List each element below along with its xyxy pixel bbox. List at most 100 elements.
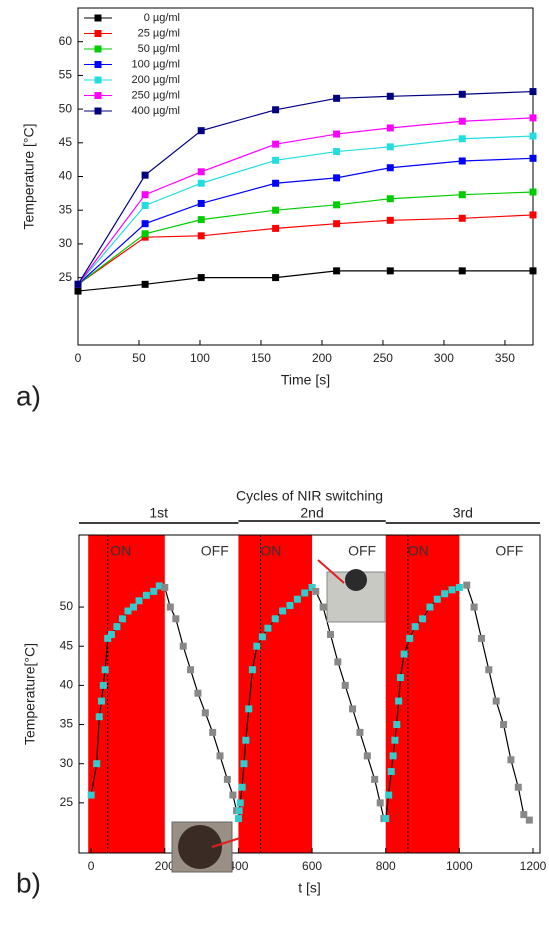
data-point xyxy=(74,287,82,295)
phase-label: OFF xyxy=(348,543,376,559)
data-point xyxy=(272,206,280,214)
data-point xyxy=(520,811,528,819)
y-tick-label: 40 xyxy=(59,169,73,183)
on-phase xyxy=(385,535,460,853)
data-point xyxy=(333,220,341,228)
data-point xyxy=(141,280,149,288)
legend-label: 25 µg/ml xyxy=(138,27,180,39)
data-point xyxy=(507,756,515,764)
phase-label: ON xyxy=(408,543,429,559)
y-tick-label: 30 xyxy=(59,236,73,250)
panel-label: a) xyxy=(16,380,41,411)
data-point xyxy=(308,583,316,591)
cycle-label: 1st xyxy=(149,505,168,521)
data-point xyxy=(242,736,250,744)
data-point xyxy=(93,760,101,768)
y-tick-label: 30 xyxy=(60,756,74,770)
y-tick-label: 25 xyxy=(59,270,73,284)
data-point xyxy=(279,607,287,615)
data-point xyxy=(101,666,109,674)
data-point xyxy=(529,154,537,162)
data-point xyxy=(238,783,246,791)
data-point xyxy=(209,728,217,736)
series-line xyxy=(77,214,534,285)
series-line xyxy=(77,157,534,285)
series-line xyxy=(77,270,533,292)
data-point xyxy=(99,681,107,689)
data-point xyxy=(141,191,149,199)
legend-marker xyxy=(94,107,102,115)
data-point xyxy=(529,267,537,275)
legend-label: 100 µg/ml xyxy=(131,58,180,70)
x-tick-label: 200 xyxy=(312,351,332,365)
data-point xyxy=(492,697,500,705)
data-point xyxy=(333,130,341,138)
x-tick-label: 200 xyxy=(155,859,175,873)
data-point xyxy=(371,775,379,783)
legend-label: 0 µg/ml xyxy=(144,12,180,24)
data-point xyxy=(363,752,371,760)
x-tick-label: 600 xyxy=(302,859,322,873)
data-point xyxy=(113,623,121,631)
data-point xyxy=(406,634,414,642)
data-point xyxy=(107,630,115,638)
x-axis-title: Time [s] xyxy=(281,372,330,388)
y-tick-label: 50 xyxy=(60,599,74,613)
data-point xyxy=(386,195,394,203)
data-point xyxy=(455,583,463,591)
panel-label: b) xyxy=(16,867,41,898)
data-point xyxy=(333,148,341,156)
data-point xyxy=(201,709,209,717)
chart-title: Cycles of NIR switching xyxy=(236,488,383,504)
y-tick-label: 55 xyxy=(59,68,73,82)
data-point xyxy=(458,135,466,143)
data-point xyxy=(382,815,390,823)
x-tick-label: 0 xyxy=(75,351,82,365)
data-point xyxy=(124,607,132,615)
data-point xyxy=(141,230,149,238)
legend: 0 µg/ml 25 µg/ml 50 µg/ml 100 µg/ml 200 µg/m… xyxy=(84,12,180,117)
data-point xyxy=(104,634,112,642)
y-tick-label: 35 xyxy=(59,202,73,216)
data-point xyxy=(253,642,261,650)
x-tick-label: 800 xyxy=(376,859,396,873)
data-point xyxy=(525,816,533,824)
data-point xyxy=(386,92,394,100)
data-point xyxy=(529,188,537,196)
data-point xyxy=(197,199,205,207)
data-point xyxy=(272,179,280,187)
data-point xyxy=(141,201,149,209)
data-point xyxy=(386,124,394,132)
phase-label: OFF xyxy=(495,543,523,559)
y-tick-label: 45 xyxy=(59,135,73,149)
data-point xyxy=(272,224,280,232)
x-tick-label: 1000 xyxy=(446,859,473,873)
series-line xyxy=(77,90,534,285)
data-point xyxy=(400,650,408,658)
data-point xyxy=(433,595,441,603)
legend-label: 50 µg/ml xyxy=(138,43,180,55)
x-tick-label: 400 xyxy=(228,859,248,873)
legend-label: 200 µg/ml xyxy=(131,74,180,86)
phase-label: ON xyxy=(110,543,131,559)
data-point xyxy=(236,799,244,807)
data-point xyxy=(264,624,272,632)
phase-label: OFF xyxy=(201,543,229,559)
data-point xyxy=(463,581,471,589)
data-point xyxy=(529,132,537,140)
data-point xyxy=(319,603,327,611)
data-point xyxy=(333,201,341,209)
data-point xyxy=(272,106,280,114)
x-tick-label: 1200 xyxy=(520,859,547,873)
data-point xyxy=(197,232,205,240)
data-point xyxy=(333,174,341,182)
data-point xyxy=(376,799,384,807)
data-point xyxy=(142,591,150,599)
data-point xyxy=(216,752,224,760)
series-line xyxy=(77,135,534,285)
x-tick-label: 300 xyxy=(434,351,454,365)
data-point xyxy=(150,587,158,595)
data-point xyxy=(166,603,174,611)
y-tick-label: 60 xyxy=(59,34,73,48)
